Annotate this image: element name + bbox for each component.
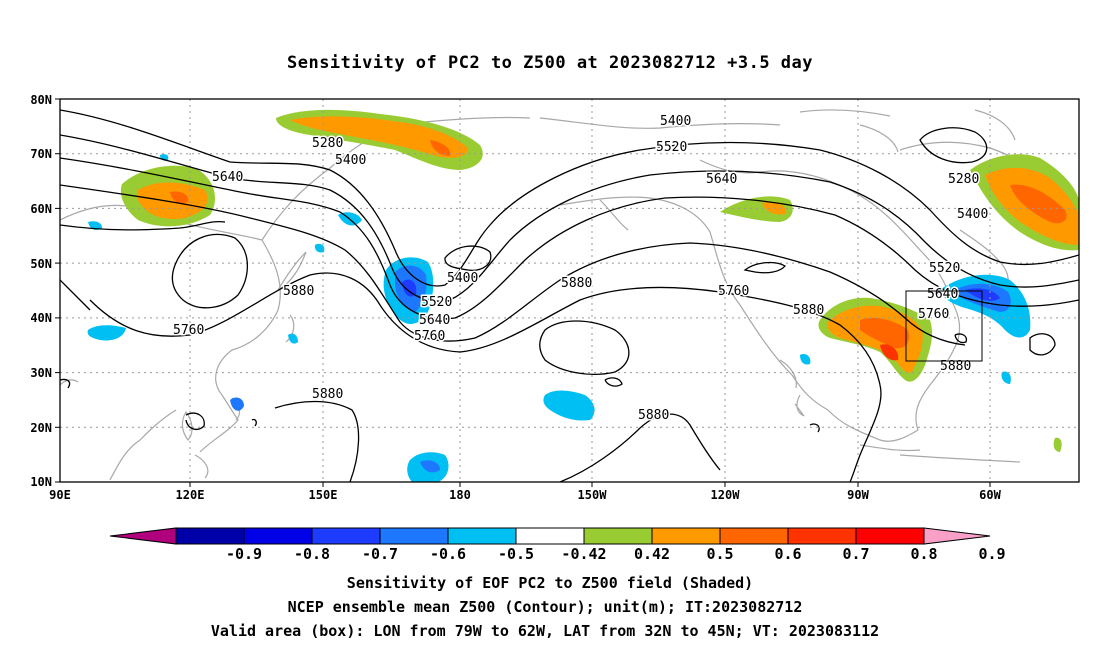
colorbar-swatch xyxy=(243,527,313,545)
positive-core-siberia xyxy=(138,182,208,220)
colorbar-label: -0.42 xyxy=(561,545,606,563)
colorbar-min-triangle xyxy=(109,527,177,545)
contour-label: 5760 xyxy=(414,329,445,344)
contour-label: 5640 xyxy=(927,287,958,302)
colorbar-swatch xyxy=(515,527,585,545)
lon-label: 120W xyxy=(711,488,741,502)
contour-label: 5400 xyxy=(447,271,478,286)
footer-line-1: Sensitivity of EOF PC2 to Z500 field (Sh… xyxy=(347,574,753,592)
colorbar-label: -0.5 xyxy=(498,545,534,563)
colorbar-swatch xyxy=(651,527,721,545)
contour-label: 5640 xyxy=(706,172,737,187)
contour-label: 5280 xyxy=(312,136,343,151)
contour-label: 5880 xyxy=(638,408,669,423)
contour-label: 5520 xyxy=(929,261,960,276)
footer-caption: Sensitivity of EOF PC2 to Z500 field (Sh… xyxy=(211,574,879,640)
lat-label: 70N xyxy=(30,147,52,161)
valid-area-box xyxy=(905,290,983,362)
contour-label: 5400 xyxy=(957,207,988,222)
colorbar: -0.9 -0.8 -0.7 -0.6 -0.5 -0.42 0.42 0.5 0.6 0.7 0.… xyxy=(109,527,1006,563)
map-title: Sensitivity of PC2 to Z500 at 2023082712… xyxy=(287,53,813,73)
colorbar-label: 0.7 xyxy=(842,545,869,563)
latitude-axis: 80N 70N 60N 50N 40N 30N 20N 10N xyxy=(30,93,52,489)
colorbar-swatch xyxy=(855,527,925,545)
lon-label: 150E xyxy=(309,488,338,502)
colorbar-label: 0.5 xyxy=(706,545,733,563)
contour-label: 5760 xyxy=(718,284,749,299)
z500-contours xyxy=(60,109,1079,482)
lon-label: 60W xyxy=(979,488,1001,502)
contour-label: 5400 xyxy=(660,114,691,129)
colorbar-swatch xyxy=(175,527,245,545)
footer-line-2: NCEP ensemble mean Z500 (Contour); unit(… xyxy=(288,598,803,616)
colorbar-swatch xyxy=(311,527,381,545)
sensitivity-shading xyxy=(87,109,1079,482)
lat-label: 50N xyxy=(30,257,52,271)
lon-label: 120E xyxy=(176,488,205,502)
contour-label: 5880 xyxy=(940,359,971,374)
colorbar-label: 0.9 xyxy=(978,545,1005,563)
colorbar-label: -0.7 xyxy=(362,545,398,563)
colorbar-swatch xyxy=(787,527,857,545)
lat-label: 80N xyxy=(30,93,52,107)
lat-label: 10N xyxy=(30,475,52,489)
contour-label: 5520 xyxy=(421,295,452,310)
lon-label: 90W xyxy=(847,488,869,502)
contour-labels: 5280 5400 5400 5520 5640 5640 5280 5400 … xyxy=(172,113,990,425)
contour-label: 5640 xyxy=(419,313,450,328)
colorbar-swatch xyxy=(583,527,653,545)
lat-label: 60N xyxy=(30,202,52,216)
lat-label: 40N xyxy=(30,311,52,325)
colorbar-label: -0.9 xyxy=(226,545,262,563)
contour-label: 5760 xyxy=(918,307,949,322)
colorbar-max-triangle xyxy=(923,527,991,545)
lat-label: 30N xyxy=(30,366,52,380)
lon-label: 90E xyxy=(49,488,71,502)
colorbar-swatch xyxy=(447,527,517,545)
contour-label: 5280 xyxy=(948,172,979,187)
contour-label: 5880 xyxy=(283,284,314,299)
contour-label: 5640 xyxy=(212,170,243,185)
contour-label: 5400 xyxy=(335,153,366,168)
map-frame xyxy=(59,98,1080,483)
lat-label: 20N xyxy=(30,421,52,435)
lon-label: 180 xyxy=(449,488,471,502)
contour-label: 5880 xyxy=(793,303,824,318)
colorbar-label: -0.6 xyxy=(430,545,466,563)
colorbar-label: 0.42 xyxy=(634,545,670,563)
contour-label: 5520 xyxy=(656,140,687,155)
contour-label: 5880 xyxy=(561,276,592,291)
longitude-axis: 90E 120E 150E 180 150W 120W 90W 60W xyxy=(49,488,1001,502)
contour-label: 5760 xyxy=(173,323,204,338)
colorbar-swatch xyxy=(379,527,449,545)
colorbar-label: 0.8 xyxy=(910,545,937,563)
footer-line-3: Valid area (box): LON from 79W to 62W, L… xyxy=(211,622,879,640)
colorbar-label: 0.6 xyxy=(774,545,801,563)
contour-label: 5880 xyxy=(312,387,343,402)
lon-label: 150W xyxy=(578,488,608,502)
colorbar-swatch xyxy=(719,527,789,545)
colorbar-label: -0.8 xyxy=(294,545,330,563)
